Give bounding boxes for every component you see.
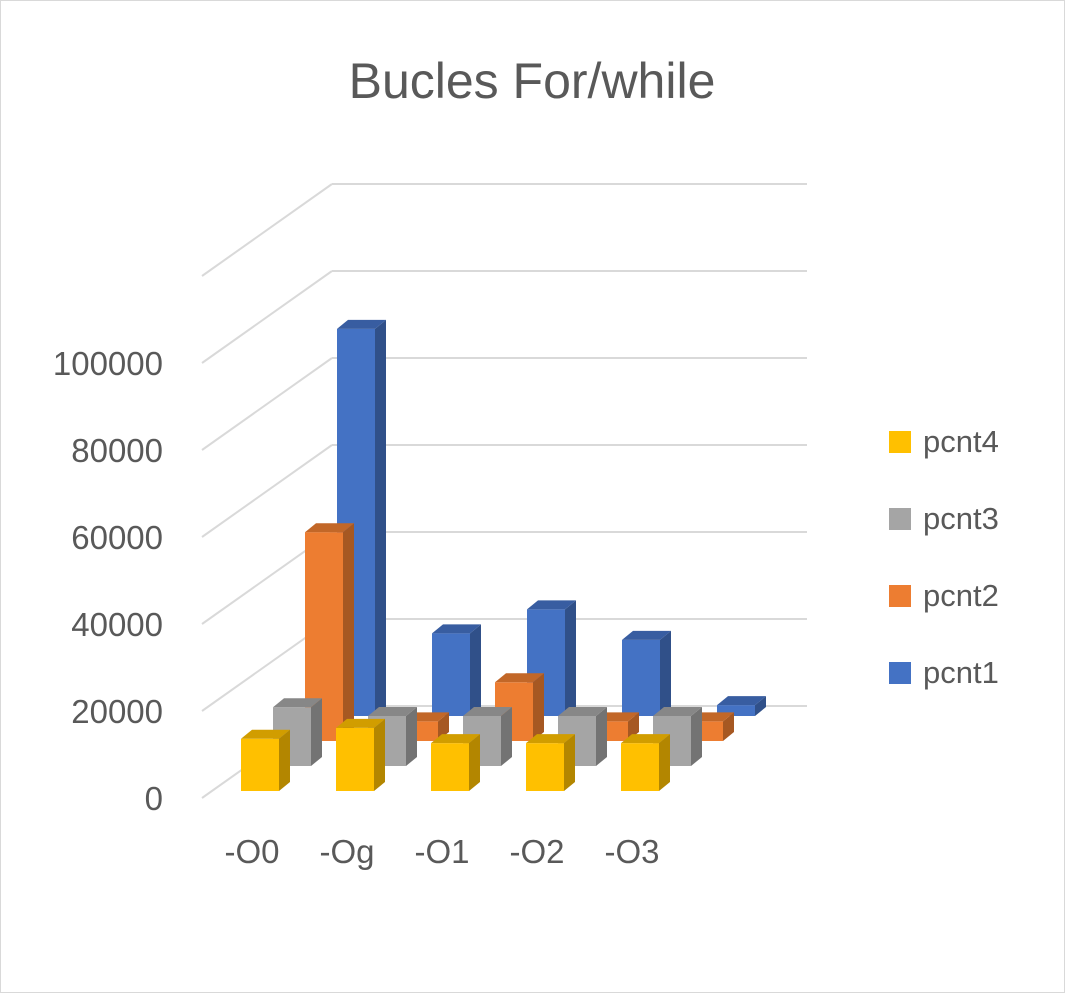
- bar-pcnt1--Og: [432, 624, 481, 716]
- bar-top-face: [527, 600, 576, 610]
- bar-pcnt1--O2: [622, 630, 671, 716]
- bar-pcnt3--Og: [368, 706, 417, 766]
- bar-side-face: [279, 729, 290, 791]
- chart-gridlines: [201, 183, 807, 799]
- bar-top-face: [431, 734, 480, 744]
- bar-top-face: [622, 630, 671, 640]
- bar-side-face: [628, 712, 639, 741]
- y-tick-label-3: 60000: [71, 519, 163, 556]
- bar-top-face: [305, 523, 354, 533]
- bar-front-face: [336, 727, 374, 791]
- legend-label: pcnt4: [923, 424, 999, 459]
- legend-swatch: [889, 662, 911, 684]
- legend-swatch: [889, 585, 911, 607]
- legend-swatch: [889, 431, 911, 453]
- bar-side-face: [406, 706, 417, 766]
- gridline-left-top: [201, 183, 333, 277]
- y-axis-tick-labels: 0 20000 40000 60000 80000 100000: [53, 345, 163, 817]
- x-tick-label-0: -O0: [224, 833, 279, 870]
- bar-top-face: [336, 718, 385, 728]
- bar-top-face: [368, 706, 417, 716]
- x-tick-label-3: -O2: [509, 833, 564, 870]
- bar-pcnt1--O3: [717, 696, 766, 716]
- legend-label: pcnt2: [923, 578, 999, 613]
- legend-item-pcnt1: pcnt1: [889, 655, 999, 690]
- bar-top-face: [463, 706, 512, 716]
- legend-label: pcnt3: [923, 501, 999, 536]
- bar-side-face: [311, 698, 322, 766]
- gridline-left-4: [201, 357, 333, 451]
- legend-item-pcnt2: pcnt2: [889, 578, 999, 613]
- y-tick-label-2: 40000: [71, 606, 163, 643]
- bar-pcnt4--O3: [621, 734, 670, 791]
- bar-front-face: [432, 633, 470, 716]
- bar-front-face: [621, 743, 659, 791]
- bar-top-face: [337, 319, 386, 329]
- bar-top-face: [558, 706, 607, 716]
- bar-front-face: [717, 705, 755, 716]
- bar-side-face: [375, 319, 386, 716]
- bar-side-face: [564, 734, 575, 791]
- bar-top-face: [273, 698, 322, 708]
- legend-item-pcnt3: pcnt3: [889, 501, 999, 536]
- bar-side-face: [533, 673, 544, 741]
- bar-pcnt4--O2: [526, 734, 575, 791]
- x-tick-label-1: -Og: [319, 833, 374, 870]
- bar-front-face: [431, 743, 469, 791]
- bar-pcnt4--O1: [431, 734, 480, 791]
- bar-side-face: [470, 624, 481, 716]
- bar-side-face: [565, 600, 576, 716]
- bar-top-face: [432, 624, 481, 634]
- chart-legend: pcnt4 pcnt3 pcnt2 pcnt1: [889, 424, 999, 690]
- bar-side-face: [501, 706, 512, 766]
- bar-top-face: [495, 673, 544, 683]
- bar-side-face: [660, 630, 671, 716]
- x-tick-label-4: -O3: [604, 833, 659, 870]
- bar-side-face: [755, 696, 766, 716]
- legend-swatch: [889, 508, 911, 530]
- chart-title: Bucles For/while: [349, 53, 716, 109]
- legend-item-pcnt4: pcnt4: [889, 424, 999, 459]
- gridline-left-3: [201, 444, 333, 538]
- bar-pcnt4--Og: [336, 718, 385, 791]
- legend-label: pcnt1: [923, 655, 999, 690]
- bar-side-face: [596, 706, 607, 766]
- bar-front-face: [622, 639, 660, 716]
- bar-side-face: [343, 523, 354, 741]
- bar-pcnt4--O0: [241, 729, 290, 791]
- bar-front-face: [241, 738, 279, 791]
- bar-side-face: [469, 734, 480, 791]
- bar-side-face: [691, 706, 702, 766]
- gridline-left-5: [201, 270, 333, 364]
- y-tick-label-4: 80000: [71, 432, 163, 469]
- chart-bars: [241, 319, 766, 791]
- bar-top-face: [717, 696, 766, 706]
- bar-side-face: [659, 734, 670, 791]
- bar-side-face: [723, 712, 734, 741]
- x-axis-tick-labels: -O0 -Og -O1 -O2 -O3: [224, 833, 659, 870]
- bar-side-face: [374, 718, 385, 791]
- y-tick-label-5: 100000: [53, 345, 163, 382]
- bar-front-face: [526, 743, 564, 791]
- bar-top-face: [653, 706, 702, 716]
- bar-top-face: [526, 734, 575, 744]
- y-tick-label-1: 20000: [71, 693, 163, 730]
- bar-top-face: [621, 734, 670, 744]
- x-tick-label-2: -O1: [414, 833, 469, 870]
- bar-pcnt3--O2: [558, 706, 607, 766]
- bar-pcnt2--O0: [305, 523, 354, 741]
- bar-side-face: [438, 712, 449, 741]
- y-tick-label-0: 0: [145, 780, 163, 817]
- bar-top-face: [241, 729, 290, 739]
